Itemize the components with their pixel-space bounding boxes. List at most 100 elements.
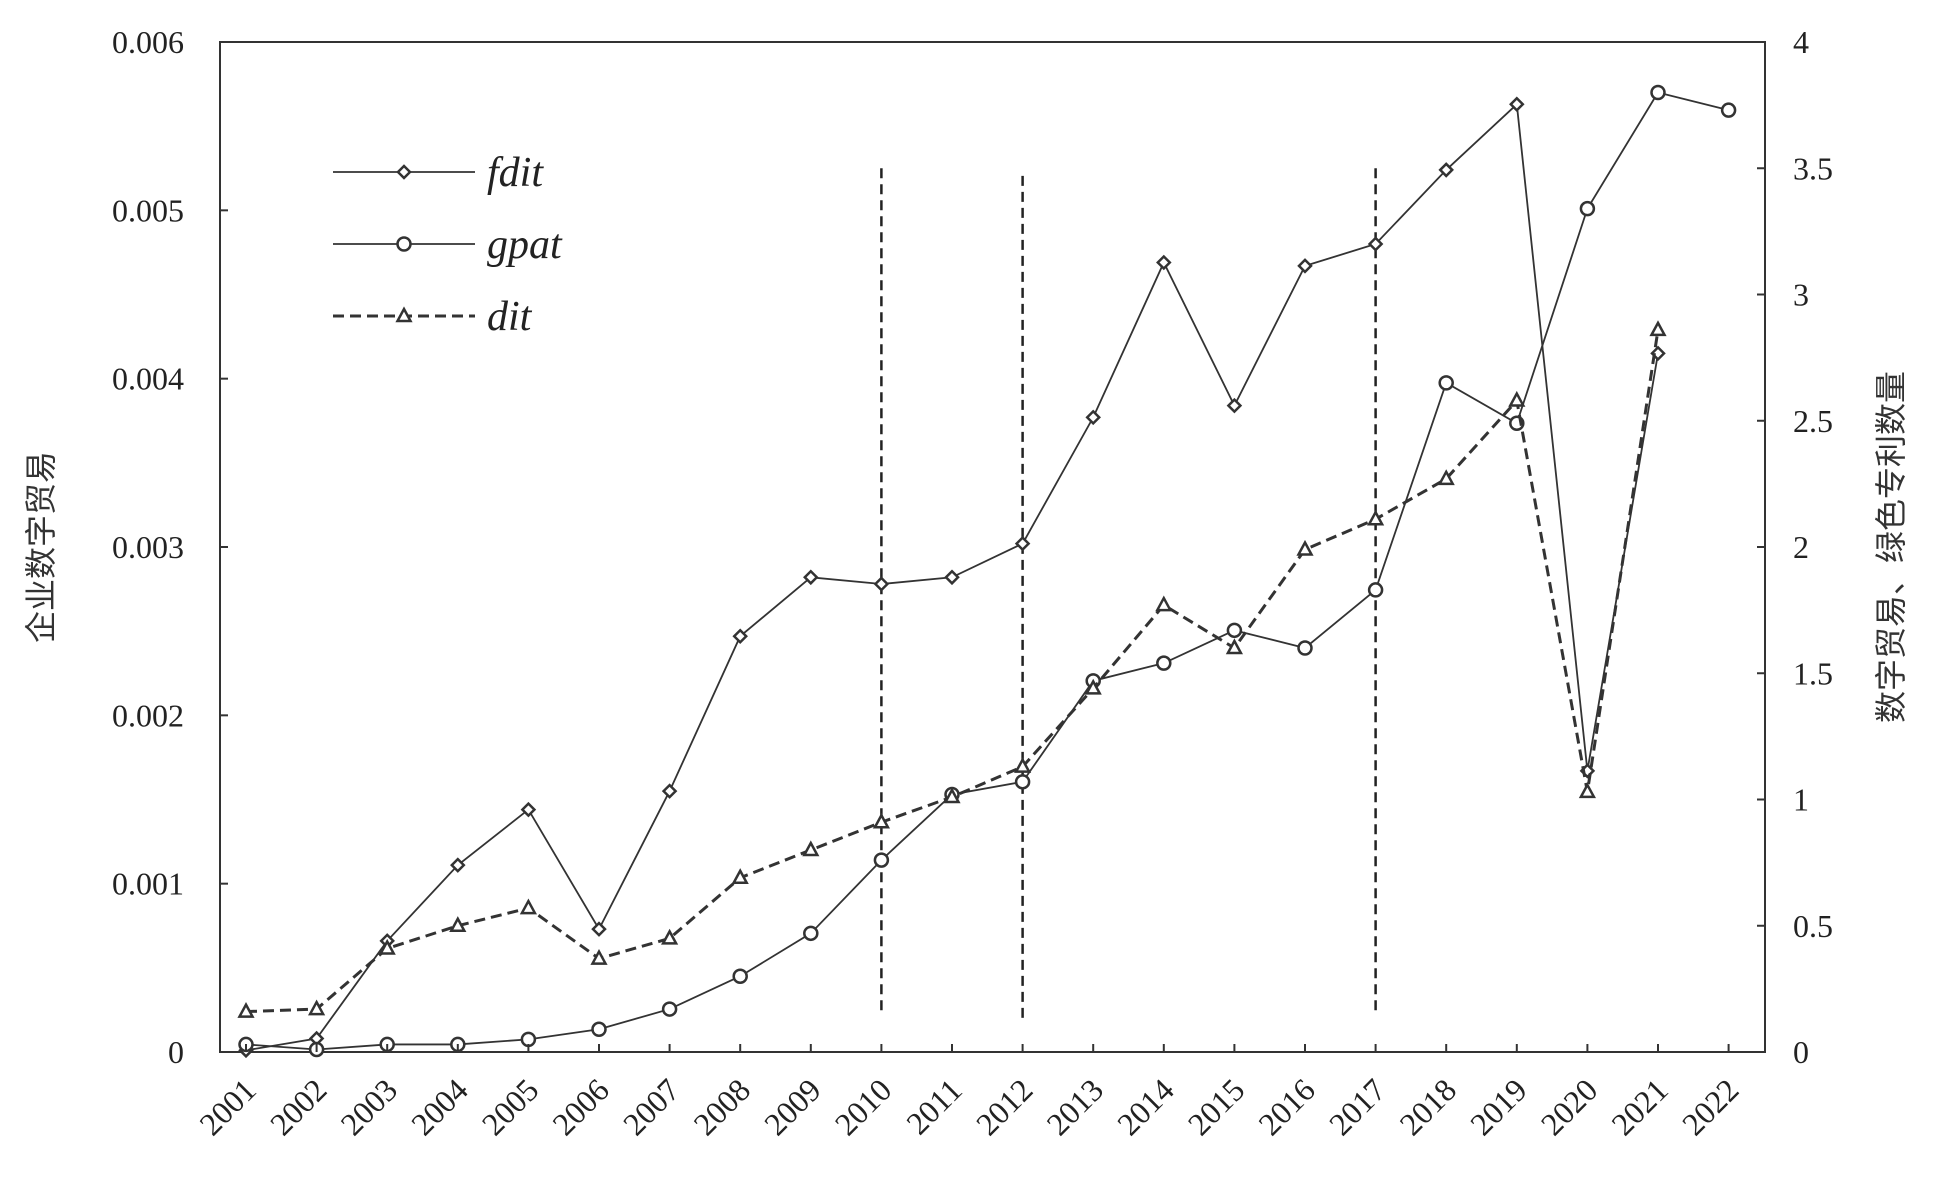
gpat-point-2014	[1156, 655, 1172, 671]
gpat-point-2018	[1438, 375, 1454, 391]
gpat-point-2010	[873, 852, 890, 868]
dit-point-2011	[943, 787, 961, 804]
x-tick-label: 2006	[545, 1071, 616, 1142]
series-dit-line	[245, 329, 1660, 1014]
gpat-point-2006	[591, 1021, 607, 1038]
gpat-point-2009	[803, 925, 819, 942]
x-tick-label: 2004	[404, 1071, 475, 1142]
dit-point-2020	[1578, 782, 1596, 799]
x-tick-label: 2022	[1675, 1071, 1746, 1142]
fdit-point-2017	[1367, 236, 1384, 252]
x-tick-label: 2014	[1110, 1071, 1181, 1142]
fdit-point-2012	[1014, 535, 1031, 552]
legend-gpat-marker	[396, 236, 412, 252]
right-y-tick-label: 2	[1793, 529, 1809, 565]
x-tick-label: 2013	[1039, 1071, 1110, 1142]
gpat-point-2005	[520, 1031, 537, 1048]
series-gpat-line	[245, 91, 1729, 1051]
right-y-axis: 0 0.5 1 1.5 2 2.5 3 3.5 4	[1757, 24, 1833, 1070]
left-y-axis: 0 0.001 0.002 0.003 0.004 0.005 0.006	[112, 24, 228, 1070]
x-tick-label: 2019	[1463, 1071, 1534, 1142]
gpat-point-2015	[1226, 622, 1243, 639]
x-axis: 2001 2002 2003 2004 2005 2006 2007 2008 2009 2010…	[192, 1044, 1746, 1142]
x-tick-label: 2018	[1392, 1071, 1463, 1142]
x-tick-label: 2011	[899, 1071, 969, 1141]
dit-point-2005	[519, 898, 537, 915]
legend-fdit-marker	[396, 164, 412, 180]
gpat-point-2020	[1579, 200, 1596, 217]
left-y-tick-label: 0.003	[112, 529, 184, 565]
dit-point-2014	[1155, 595, 1173, 612]
x-tick-label: 2020	[1534, 1071, 1605, 1142]
dit-point-2018	[1437, 469, 1455, 486]
fdit-point-2015	[1226, 397, 1243, 414]
x-tick-label: 2017	[1322, 1071, 1393, 1142]
dit-point-2015	[1225, 638, 1243, 655]
fdit-point-2013	[1085, 409, 1101, 426]
right-y-tick-label: 0.5	[1793, 908, 1833, 944]
gpat-point-2022	[1720, 102, 1737, 118]
left-y-tick-label: 0.005	[112, 192, 184, 228]
dit-point-2010	[872, 812, 890, 829]
dit-point-2013	[1084, 678, 1102, 695]
dit-point-2008	[731, 868, 749, 885]
x-tick-label: 2007	[616, 1071, 687, 1142]
gpat-point-2007	[661, 1001, 678, 1017]
dit-point-2006	[590, 948, 608, 965]
right-y-tick-label: 2.5	[1793, 403, 1833, 439]
fdit-point-2014	[1156, 254, 1172, 271]
annotation-lines	[880, 168, 1377, 1022]
series-dit	[237, 320, 1667, 1018]
x-tick-label: 2008	[686, 1071, 757, 1142]
dit-point-2019	[1508, 390, 1526, 407]
fdit-point-2019	[1509, 96, 1525, 113]
dit-point-2007	[661, 928, 679, 945]
right-y-tick-label: 0	[1793, 1034, 1809, 1070]
fdit-point-2007	[661, 783, 678, 799]
fdit-point-2004	[450, 857, 466, 873]
legend-dit-marker	[395, 306, 413, 323]
left-y-tick-label: 0.001	[112, 866, 184, 902]
left-y-tick-label: 0.004	[112, 361, 184, 397]
x-tick-label: 2009	[757, 1071, 828, 1142]
fdit-point-2006	[591, 921, 607, 937]
series-gpat	[238, 84, 1737, 1058]
dit-point-2021	[1649, 320, 1667, 337]
gpat-point-2021	[1650, 84, 1666, 101]
fdit-point-2010	[873, 576, 890, 592]
dit-point-2017	[1367, 509, 1385, 526]
left-y-axis-title: 企业数字贸易	[22, 451, 60, 643]
dit-point-2009	[802, 840, 820, 857]
x-tick-label: 2003	[333, 1071, 404, 1142]
right-y-tick-label: 1	[1793, 782, 1809, 818]
gpat-point-2012	[1014, 774, 1031, 790]
x-tick-label: 2001	[192, 1071, 263, 1142]
x-tick-label: 2021	[1604, 1071, 1675, 1142]
dit-point-2016	[1296, 539, 1314, 556]
legend-fdit-label: fdit	[487, 150, 544, 196]
dit-point-2002	[308, 999, 326, 1016]
fdit-point-2009	[803, 569, 819, 586]
legend: fdit gpat dit	[333, 150, 563, 340]
gpat-point-2016	[1297, 640, 1313, 656]
left-y-tick-label: 0.006	[112, 24, 184, 60]
x-tick-label: 2002	[263, 1071, 334, 1142]
left-y-tick-label: 0.002	[112, 697, 184, 733]
fdit-point-2008	[732, 628, 748, 644]
right-y-tick-label: 3	[1793, 277, 1809, 313]
legend-dit-label: dit	[487, 294, 533, 340]
x-tick-label: 2016	[1251, 1071, 1322, 1142]
fdit-point-2005	[520, 801, 537, 818]
right-y-tick-label: 1.5	[1793, 655, 1833, 691]
plot-frame	[219, 41, 1766, 1053]
legend-gpat-label: gpat	[487, 222, 563, 268]
fdit-point-2018	[1438, 162, 1454, 178]
dit-point-2001	[237, 1001, 255, 1018]
x-tick-label: 2010	[828, 1071, 899, 1142]
right-y-tick-label: 3.5	[1793, 150, 1833, 186]
dit-point-2004	[449, 916, 467, 932]
x-tick-label: 2015	[1181, 1071, 1252, 1142]
fdit-point-2011	[944, 569, 960, 586]
right-y-axis-title: 数字贸易、绿色专利数量	[1872, 371, 1910, 723]
